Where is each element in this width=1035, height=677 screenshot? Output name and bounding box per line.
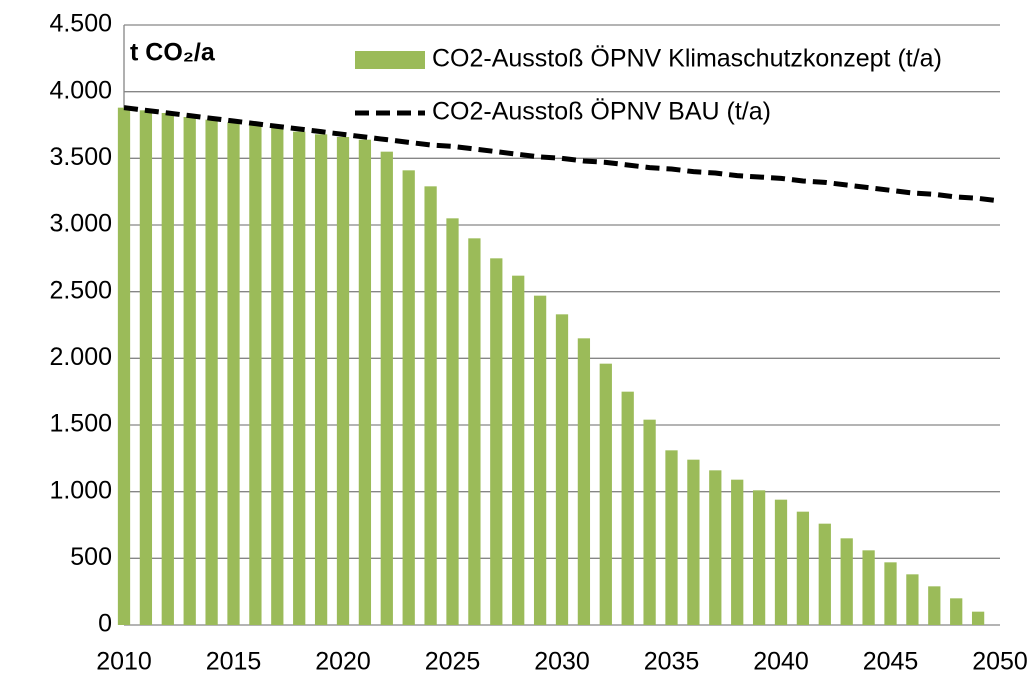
bar [752, 490, 766, 625]
x-tick-label: 2035 [644, 648, 700, 676]
x-tick-label: 2020 [315, 648, 371, 676]
bar [424, 186, 437, 626]
bar [884, 562, 897, 625]
y-tick-label: 1.500 [49, 410, 112, 438]
bar [358, 139, 372, 625]
x-tick-label: 2010 [96, 648, 152, 676]
x-tick-label: 2025 [425, 648, 481, 676]
bar [840, 538, 853, 625]
legend-swatch [355, 51, 425, 69]
bar [446, 218, 459, 626]
bar [293, 131, 306, 625]
bar [139, 110, 153, 626]
y-tick-label: 3.500 [49, 143, 112, 171]
line [123, 105, 1001, 204]
bar [599, 363, 612, 625]
chart-title: t CO₂/a [130, 39, 216, 67]
bar [950, 598, 963, 625]
bar [380, 151, 393, 625]
y-tick-label: 500 [70, 543, 112, 571]
bar [555, 314, 569, 625]
bar [336, 137, 350, 625]
bar [643, 419, 656, 625]
bar [490, 258, 503, 625]
bar [205, 119, 218, 626]
bar [906, 574, 919, 625]
x-tick-label: 2030 [534, 648, 590, 676]
bar [687, 459, 700, 625]
bar [117, 107, 131, 625]
bar [665, 450, 678, 625]
y-tick-label: 1.000 [49, 476, 112, 504]
bar [183, 117, 196, 625]
y-tick-label: 2.000 [49, 343, 112, 371]
y-tick-label: 4.500 [49, 10, 112, 38]
bar [402, 170, 415, 626]
bar [161, 113, 174, 625]
bar [533, 295, 547, 625]
bar [227, 122, 240, 625]
y-tick-label: 3.000 [49, 210, 112, 238]
x-tick-label: 2040 [753, 648, 809, 676]
x-tick-label: 2050 [972, 648, 1028, 676]
bar [468, 238, 481, 626]
bar [862, 550, 875, 625]
bar [928, 586, 941, 625]
y-tick-label: 4.000 [49, 76, 112, 104]
bar [709, 470, 722, 625]
bar [796, 511, 810, 625]
bar [621, 391, 634, 625]
bar [577, 338, 591, 625]
bar [249, 125, 262, 625]
legend-label: CO2-Ausstoß ÖPNV BAU (t/a) [432, 98, 771, 126]
x-tick-label: 2045 [863, 648, 919, 676]
bar [731, 479, 744, 625]
y-tick-label: 0 [98, 610, 112, 638]
bar [971, 611, 985, 625]
bar [818, 523, 831, 625]
bar [271, 127, 284, 626]
bar [774, 499, 788, 625]
x-tick-label: 2015 [206, 648, 262, 676]
y-tick-label: 2.500 [49, 276, 112, 304]
bar [512, 275, 525, 625]
bar [314, 134, 328, 626]
legend-label: CO2-Ausstoß ÖPNV Klimaschutzkonzept (t/a… [432, 45, 942, 73]
